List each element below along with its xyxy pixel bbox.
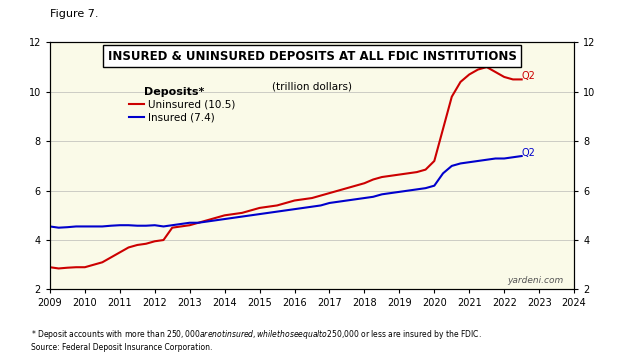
Legend: Uninsured (10.5), Insured (7.4): Uninsured (10.5), Insured (7.4): [129, 100, 236, 122]
Text: (trillion dollars): (trillion dollars): [272, 82, 352, 92]
Text: Figure 7.: Figure 7.: [50, 9, 99, 19]
Text: Deposits*: Deposits*: [144, 87, 205, 97]
Text: yardeni.com: yardeni.com: [507, 276, 563, 285]
Text: Q2: Q2: [522, 148, 535, 158]
Text: INSURED & UNINSURED DEPOSITS AT ALL FDIC INSTITUTIONS: INSURED & UNINSURED DEPOSITS AT ALL FDIC…: [107, 50, 517, 63]
Text: Q2: Q2: [522, 71, 535, 82]
Text: * Deposit accounts with more than $250,000 are not insured, while those equal to: * Deposit accounts with more than $250,0…: [31, 328, 482, 352]
